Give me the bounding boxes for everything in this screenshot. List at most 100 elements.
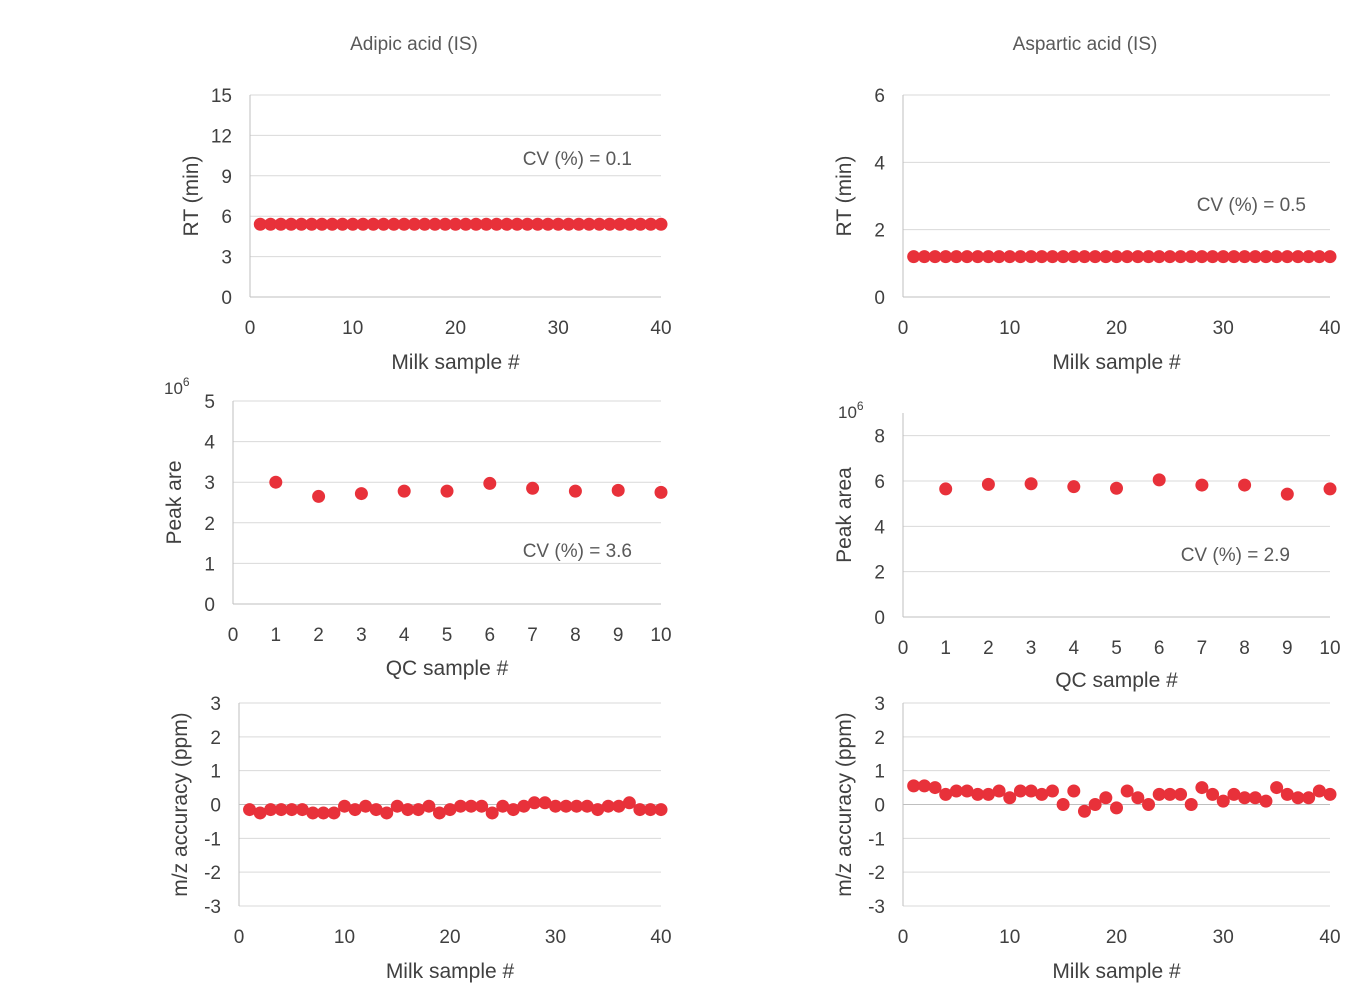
data-point (1238, 478, 1252, 492)
data-point (253, 217, 267, 231)
x-axis-label: QC sample # (1055, 669, 1178, 692)
data-point (601, 799, 615, 813)
y-tick-label: 4 (874, 153, 885, 174)
data-point (917, 779, 931, 793)
data-point (1312, 784, 1326, 798)
data-point (294, 217, 308, 231)
data-point (971, 787, 985, 801)
y-axis-label: Peak area (833, 467, 856, 563)
data-point (269, 475, 283, 489)
data-point (306, 806, 320, 820)
y-tick-label: 0 (210, 796, 221, 817)
y-axis-label: RT (min) (833, 156, 856, 237)
y-tick-label: 15 (211, 86, 232, 107)
cv-annotation: CV (%) = 0.5 (1197, 195, 1306, 216)
data-point (354, 487, 368, 501)
x-tick-label: 1 (940, 638, 951, 659)
data-point (949, 784, 963, 798)
x-tick-label: 30 (545, 927, 566, 948)
data-point (1003, 250, 1017, 264)
x-tick-label: 1 (271, 625, 282, 646)
data-point (907, 250, 921, 264)
x-axis-label: Milk sample # (386, 960, 515, 983)
data-point (960, 784, 974, 798)
data-point (464, 799, 478, 813)
data-point (928, 250, 942, 264)
data-point (1056, 250, 1070, 264)
data-point (325, 217, 339, 231)
data-point (1323, 787, 1337, 801)
column-title-adipic: Adipic acid (IS) (350, 34, 478, 55)
x-tick-label: 10 (342, 318, 363, 339)
data-point (422, 799, 436, 813)
data-point (591, 803, 605, 817)
x-tick-label: 30 (1213, 927, 1234, 948)
data-point (401, 803, 415, 817)
data-point (580, 799, 594, 813)
cv-annotation: CV (%) = 0.1 (523, 149, 632, 170)
data-point (527, 796, 541, 810)
data-point (1152, 473, 1166, 487)
y-tick-label: 0 (204, 595, 215, 616)
data-point (1259, 250, 1273, 264)
x-tick-label: 7 (527, 625, 538, 646)
data-point (992, 250, 1006, 264)
data-point (939, 787, 953, 801)
data-point (1248, 250, 1262, 264)
x-tick-label: 10 (650, 625, 671, 646)
data-point (1142, 250, 1156, 264)
data-point (1312, 250, 1326, 264)
cv-annotation: CV (%) = 2.9 (1181, 545, 1290, 566)
data-point (1238, 791, 1252, 805)
data-point (274, 217, 288, 231)
data-point (654, 803, 668, 817)
data-point (562, 217, 576, 231)
data-point (1163, 250, 1177, 264)
data-point (643, 803, 657, 817)
data-point (1120, 784, 1134, 798)
data-point (369, 803, 383, 817)
data-point (1163, 787, 1177, 801)
x-tick-label: 2 (313, 625, 324, 646)
data-point (1174, 250, 1188, 264)
data-point (1259, 794, 1273, 808)
x-tick-label: 6 (485, 625, 496, 646)
data-point (428, 217, 442, 231)
data-point (316, 806, 330, 820)
data-point (1206, 787, 1220, 801)
data-point (1323, 250, 1337, 264)
data-point (418, 217, 432, 231)
y-tick-label: 12 (211, 126, 232, 147)
data-point (315, 217, 329, 231)
data-point (454, 799, 468, 813)
data-point (917, 250, 931, 264)
data-point (1088, 798, 1102, 811)
data-point (1152, 250, 1166, 264)
data-point (603, 217, 617, 231)
data-point (1270, 781, 1284, 795)
data-point (1206, 250, 1220, 264)
y-tick-label: 0 (221, 288, 232, 309)
axis-exponent-label: 106 (164, 375, 190, 398)
x-tick-label: 5 (442, 625, 453, 646)
data-point (531, 217, 545, 231)
data-point (612, 799, 626, 813)
data-point (387, 217, 401, 231)
data-point (622, 796, 636, 810)
data-point (526, 481, 540, 495)
data-point (1280, 787, 1294, 801)
data-point (1131, 250, 1145, 264)
x-tick-label: 20 (1106, 927, 1127, 948)
y-tick-label: 3 (221, 248, 232, 269)
y-tick-label: 3 (874, 694, 885, 715)
data-point (285, 803, 299, 817)
data-point (469, 217, 483, 231)
data-point (551, 217, 565, 231)
x-tick-label: 8 (570, 625, 581, 646)
data-point (264, 803, 278, 817)
data-point (1110, 250, 1123, 264)
x-tick-label: 4 (399, 625, 410, 646)
data-point (1067, 784, 1081, 798)
